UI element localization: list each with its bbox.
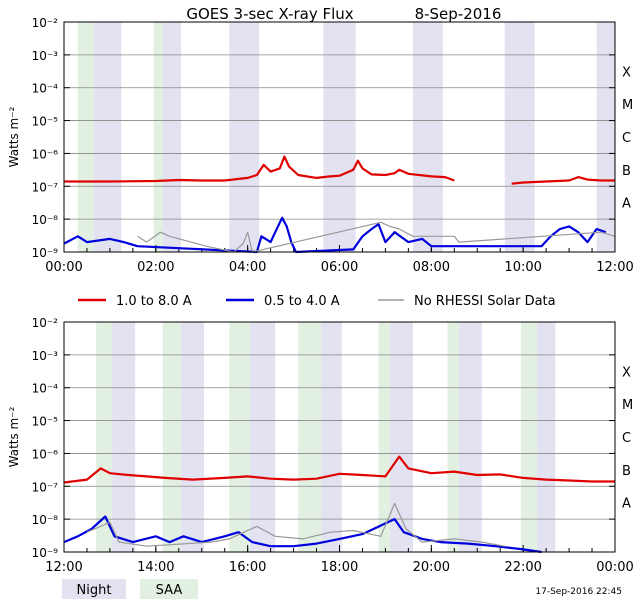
night-band — [112, 322, 136, 552]
flare-class-label: A — [622, 197, 631, 212]
night-band — [162, 22, 182, 252]
x-tick-label: 08:00 — [413, 260, 450, 275]
background-legend: Night SAA 17-Sep-2016 22:45 — [62, 579, 622, 599]
chart-date: 8-Sep-2016 — [415, 5, 502, 23]
y-tick-label: 10⁻³ — [32, 49, 59, 63]
night-band — [249, 322, 276, 552]
flare-class-label: C — [622, 431, 631, 446]
y-tick-label: 10⁻⁶ — [32, 447, 59, 461]
x-tick-label: 06:00 — [321, 260, 358, 275]
x-tick-label: 00:00 — [596, 560, 633, 575]
flare-class-label: X — [622, 365, 631, 380]
saa-band — [153, 22, 163, 252]
night-band — [536, 322, 556, 552]
night-band — [458, 322, 482, 552]
legend-label-gray: No RHESSI Solar Data — [414, 294, 556, 309]
x-tick-label: 02:00 — [137, 260, 174, 275]
saa-band — [298, 322, 322, 552]
plot-frame — [63, 21, 616, 253]
night-band — [390, 322, 413, 552]
y-tick-label: 10⁻⁹ — [32, 546, 59, 560]
flare-class-label: M — [622, 98, 633, 113]
night-band — [596, 22, 615, 252]
saa-legend-box — [140, 579, 198, 599]
saa-band — [447, 322, 459, 552]
flare-class-label: C — [622, 131, 631, 146]
chart-title: GOES 3-sec X-ray Flux — [186, 5, 353, 23]
series-line-long — [511, 176, 615, 185]
x-tick-label: 18:00 — [321, 560, 358, 575]
y-axis-label: Watts m⁻² — [7, 106, 21, 167]
y-tick-label: 10⁻⁸ — [32, 513, 59, 527]
flare-class-label: A — [622, 497, 631, 512]
night-band — [321, 322, 342, 552]
night-legend-label: Night — [77, 583, 112, 598]
flare-class-label: B — [622, 464, 631, 479]
panel-top: 10⁻² 10⁻³ 10⁻⁴ 10⁻⁵ 10⁻⁶ 10⁻⁷ 10⁻⁸ 10⁻⁹ X M C B A 00:… — [7, 16, 634, 275]
y-tick-label: 10⁻³ — [32, 349, 59, 363]
series-line-short — [63, 515, 542, 554]
y-tick-label: 10⁻⁴ — [32, 382, 59, 396]
y-tick-label: 10⁻² — [32, 316, 59, 330]
plot-frame — [63, 321, 616, 553]
x-tick-label: 20:00 — [413, 560, 450, 575]
y-tick-label: 10⁻⁷ — [32, 180, 59, 194]
x-tick-label: 14:00 — [137, 560, 174, 575]
legend-label-blue: 0.5 to 4.0 A — [264, 294, 340, 309]
night-band — [412, 22, 443, 252]
y-tick-label: 10⁻⁵ — [32, 115, 59, 129]
night-band — [229, 22, 260, 252]
saa-band — [162, 322, 182, 552]
y-tick-label: 10⁻² — [32, 16, 59, 30]
night-band — [323, 22, 356, 252]
flare-class-label: M — [622, 398, 633, 413]
x-tick-label: 12:00 — [45, 560, 82, 575]
y-tick-label: 10⁻⁵ — [32, 415, 59, 429]
flare-class-label: B — [622, 164, 631, 179]
y-tick-label: 10⁻⁸ — [32, 213, 59, 227]
saa-band — [378, 322, 391, 552]
generated-timestamp: 17-Sep-2016 22:45 — [535, 587, 622, 597]
y-tick-label: 10⁻⁶ — [32, 147, 59, 161]
x-tick-label: 12:00 — [596, 260, 633, 275]
x-tick-label: 22:00 — [504, 560, 541, 575]
night-band — [504, 22, 535, 252]
panel-bottom: 10⁻² 10⁻³ 10⁻⁴ 10⁻⁵ 10⁻⁶ 10⁻⁷ 10⁻⁸ 10⁻⁹ X M C B A 12:… — [7, 316, 634, 575]
y-tick-label: 10⁻⁷ — [32, 480, 59, 494]
night-band — [93, 22, 122, 252]
series-line-short — [63, 216, 607, 254]
saa-band — [520, 322, 537, 552]
night-legend-box — [62, 579, 126, 599]
series-legend: 1.0 to 8.0 A 0.5 to 4.0 A No RHESSI Sola… — [78, 294, 556, 309]
legend-label-red: 1.0 to 8.0 A — [116, 294, 192, 309]
saa-band — [77, 22, 94, 252]
y-tick-label: 10⁻⁹ — [32, 246, 59, 260]
saa-band — [229, 322, 250, 552]
saa-band — [96, 322, 113, 552]
series-line-rhessi — [86, 502, 505, 547]
y-tick-label: 10⁻⁴ — [32, 82, 59, 96]
series-line-long — [63, 455, 615, 484]
x-tick-label: 10:00 — [504, 260, 541, 275]
x-tick-label: 04:00 — [229, 260, 266, 275]
series-line-long — [64, 155, 455, 183]
x-tick-label: 00:00 — [45, 260, 82, 275]
saa-legend-label: SAA — [156, 583, 183, 598]
x-tick-label: 16:00 — [229, 560, 266, 575]
night-band — [181, 322, 205, 552]
y-axis-label: Watts m⁻² — [7, 406, 21, 467]
flare-class-label: X — [622, 65, 631, 80]
